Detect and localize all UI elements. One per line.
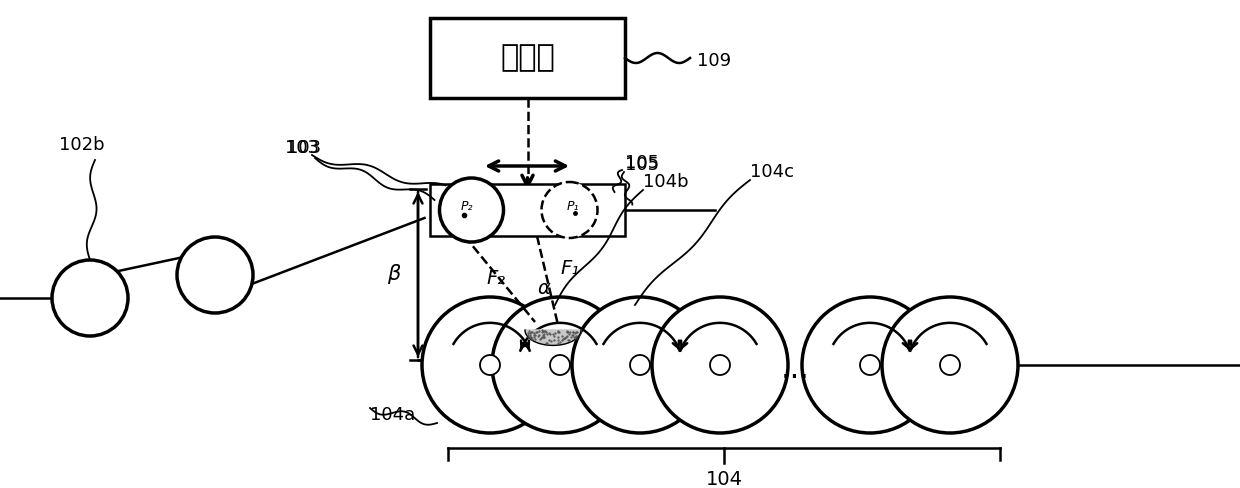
Text: β: β [387,264,401,285]
Bar [429,184,625,236]
Bar [430,18,625,98]
Circle shape [551,355,570,375]
Circle shape [480,355,500,375]
Text: 104c: 104c [750,163,794,181]
Text: F₂: F₂ [486,268,506,287]
Circle shape [630,355,650,375]
Text: 104a: 104a [370,406,415,424]
Text: P₂: P₂ [460,201,472,214]
Circle shape [439,178,503,242]
Text: 102b: 102b [60,136,105,154]
Text: 104: 104 [706,470,743,488]
Text: 109: 109 [697,52,732,70]
Circle shape [861,355,880,375]
Circle shape [572,297,708,433]
Circle shape [492,297,627,433]
Circle shape [940,355,960,375]
Circle shape [882,297,1018,433]
Text: 104b: 104b [644,173,688,191]
Text: α: α [538,279,551,298]
Text: 105: 105 [625,156,660,174]
Circle shape [52,260,128,336]
Circle shape [652,297,787,433]
Circle shape [542,182,598,238]
Text: ...: ... [780,355,810,385]
Text: 控制器: 控制器 [500,43,554,73]
Circle shape [802,297,937,433]
Text: 103: 103 [285,139,319,157]
Text: 103: 103 [286,139,321,157]
Polygon shape [525,330,582,346]
Text: F₁: F₁ [560,259,579,278]
Circle shape [422,297,558,433]
Text: P₁: P₁ [567,201,579,214]
Circle shape [177,237,253,313]
Circle shape [711,355,730,375]
Text: 105: 105 [625,154,660,172]
